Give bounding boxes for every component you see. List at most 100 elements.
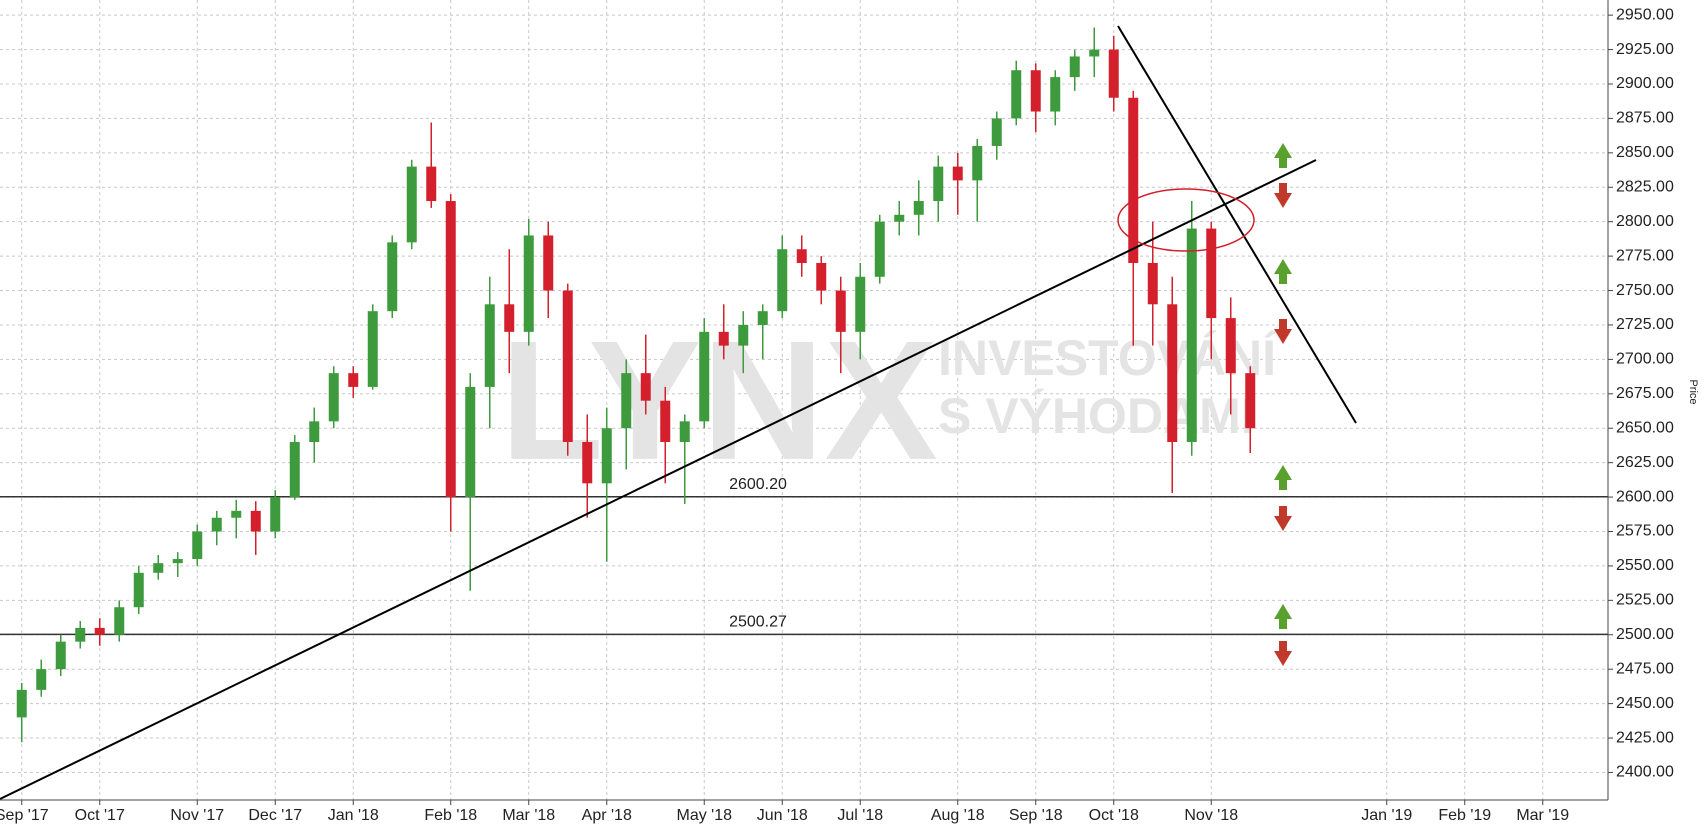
candle-body xyxy=(445,201,456,498)
candle-body xyxy=(1225,318,1236,374)
candle-body xyxy=(55,641,66,670)
candle-body xyxy=(172,559,183,564)
arrows-up xyxy=(1274,143,1292,629)
candle-body xyxy=(1069,56,1080,78)
candle-body xyxy=(699,331,710,422)
candle-body xyxy=(679,421,690,442)
x-tick-label: Mar '19 xyxy=(1516,807,1569,824)
x-tick-label: Mar '18 xyxy=(502,807,555,824)
candle-body xyxy=(211,517,222,532)
candle-body xyxy=(1186,228,1197,442)
y-tick-label: 2475.00 xyxy=(1616,660,1674,677)
y-tick-label: 2725.00 xyxy=(1616,316,1674,333)
candle-body xyxy=(621,373,632,429)
y-tick-label: 2800.00 xyxy=(1616,213,1674,230)
candle-body xyxy=(894,214,905,222)
y-tick-label: 2825.00 xyxy=(1616,178,1674,195)
trend-line xyxy=(0,159,1317,800)
y-tick-label: 2650.00 xyxy=(1616,419,1674,436)
y-tick-label: 2575.00 xyxy=(1616,523,1674,540)
annotations xyxy=(0,25,1357,800)
x-tick-label: Sep '18 xyxy=(1009,807,1063,824)
level-label: 2600.20 xyxy=(729,476,787,493)
candle-body xyxy=(16,689,27,718)
arrow-down xyxy=(1274,506,1292,531)
candle-body xyxy=(718,331,729,346)
candle-body xyxy=(289,441,300,498)
y-tick-label: 2425.00 xyxy=(1616,729,1674,746)
candle-body xyxy=(816,262,827,291)
y-tick-label: 2850.00 xyxy=(1616,144,1674,161)
candle-body xyxy=(601,428,612,484)
arrow-up xyxy=(1274,259,1292,284)
y-axis-title: Price xyxy=(1687,379,1699,404)
y-tick-label: 2750.00 xyxy=(1616,282,1674,299)
candle-body xyxy=(757,311,768,325)
candle-body xyxy=(1030,70,1041,112)
x-tick-label: Aug '18 xyxy=(931,807,985,824)
candle-body xyxy=(913,201,924,215)
candle-body xyxy=(874,221,885,277)
candle-body xyxy=(796,249,807,263)
candle-body xyxy=(952,166,963,181)
arrows-down xyxy=(1274,183,1292,666)
y-tick-label: 2400.00 xyxy=(1616,764,1674,781)
candle-body xyxy=(855,276,866,332)
candle-body xyxy=(367,311,378,387)
x-tick-label: Jan '18 xyxy=(328,807,379,824)
candle-body xyxy=(153,563,164,573)
x-tick-label: Jul '18 xyxy=(837,807,883,824)
y-tick-label: 2925.00 xyxy=(1616,41,1674,58)
candle-body xyxy=(1128,97,1139,263)
highlight-ellipse xyxy=(1117,188,1255,252)
arrow-down xyxy=(1274,183,1292,208)
watermark: LYNX INVESTOVÁNÍ S VÝHODAMI xyxy=(500,306,1277,496)
candle-body xyxy=(270,497,281,532)
candle-body xyxy=(1206,228,1217,319)
x-tick-label: Sep '17 xyxy=(0,807,49,824)
candle-body xyxy=(387,242,398,312)
candle-body xyxy=(504,304,515,332)
candle-body xyxy=(543,235,554,291)
candle-body xyxy=(1245,373,1256,429)
trend-line xyxy=(1117,25,1357,424)
candle-body xyxy=(484,304,495,387)
y-tick-label: 2875.00 xyxy=(1616,110,1674,127)
candle-body xyxy=(640,373,651,401)
candle-body xyxy=(231,510,242,518)
candle-body xyxy=(835,290,846,332)
candle-body xyxy=(426,166,437,202)
candle-body xyxy=(660,400,671,442)
y-tick-label: 2950.00 xyxy=(1616,6,1674,23)
candle-body xyxy=(192,531,203,560)
x-tick-label: May '18 xyxy=(676,807,732,824)
x-tick-label: Nov '18 xyxy=(1184,807,1238,824)
candle-body xyxy=(94,627,105,635)
candle-body xyxy=(465,386,476,498)
candle-body xyxy=(972,145,983,181)
candle-body xyxy=(523,235,534,332)
arrow-up xyxy=(1274,604,1292,629)
candle-body xyxy=(75,627,86,642)
candle-body xyxy=(309,421,320,442)
candle-body xyxy=(1147,262,1158,305)
y-tick-label: 2675.00 xyxy=(1616,385,1674,402)
y-tick-label: 2450.00 xyxy=(1616,695,1674,712)
x-tick-label: Feb '19 xyxy=(1438,807,1491,824)
y-tick-label: 2700.00 xyxy=(1616,351,1674,368)
candle-body xyxy=(1089,49,1100,57)
x-tick-label: Apr '18 xyxy=(582,807,632,824)
candle-body xyxy=(582,441,593,484)
arrow-down xyxy=(1274,641,1292,666)
candle-body xyxy=(348,373,359,387)
x-tick-label: Nov '17 xyxy=(170,807,224,824)
candle-body xyxy=(133,572,144,608)
candle-body xyxy=(36,669,47,690)
candle-body xyxy=(114,607,125,635)
arrow-up xyxy=(1274,143,1292,168)
levels: 2600.20 2500.27 xyxy=(0,476,1608,636)
x-tick-label: Jun '18 xyxy=(757,807,808,824)
